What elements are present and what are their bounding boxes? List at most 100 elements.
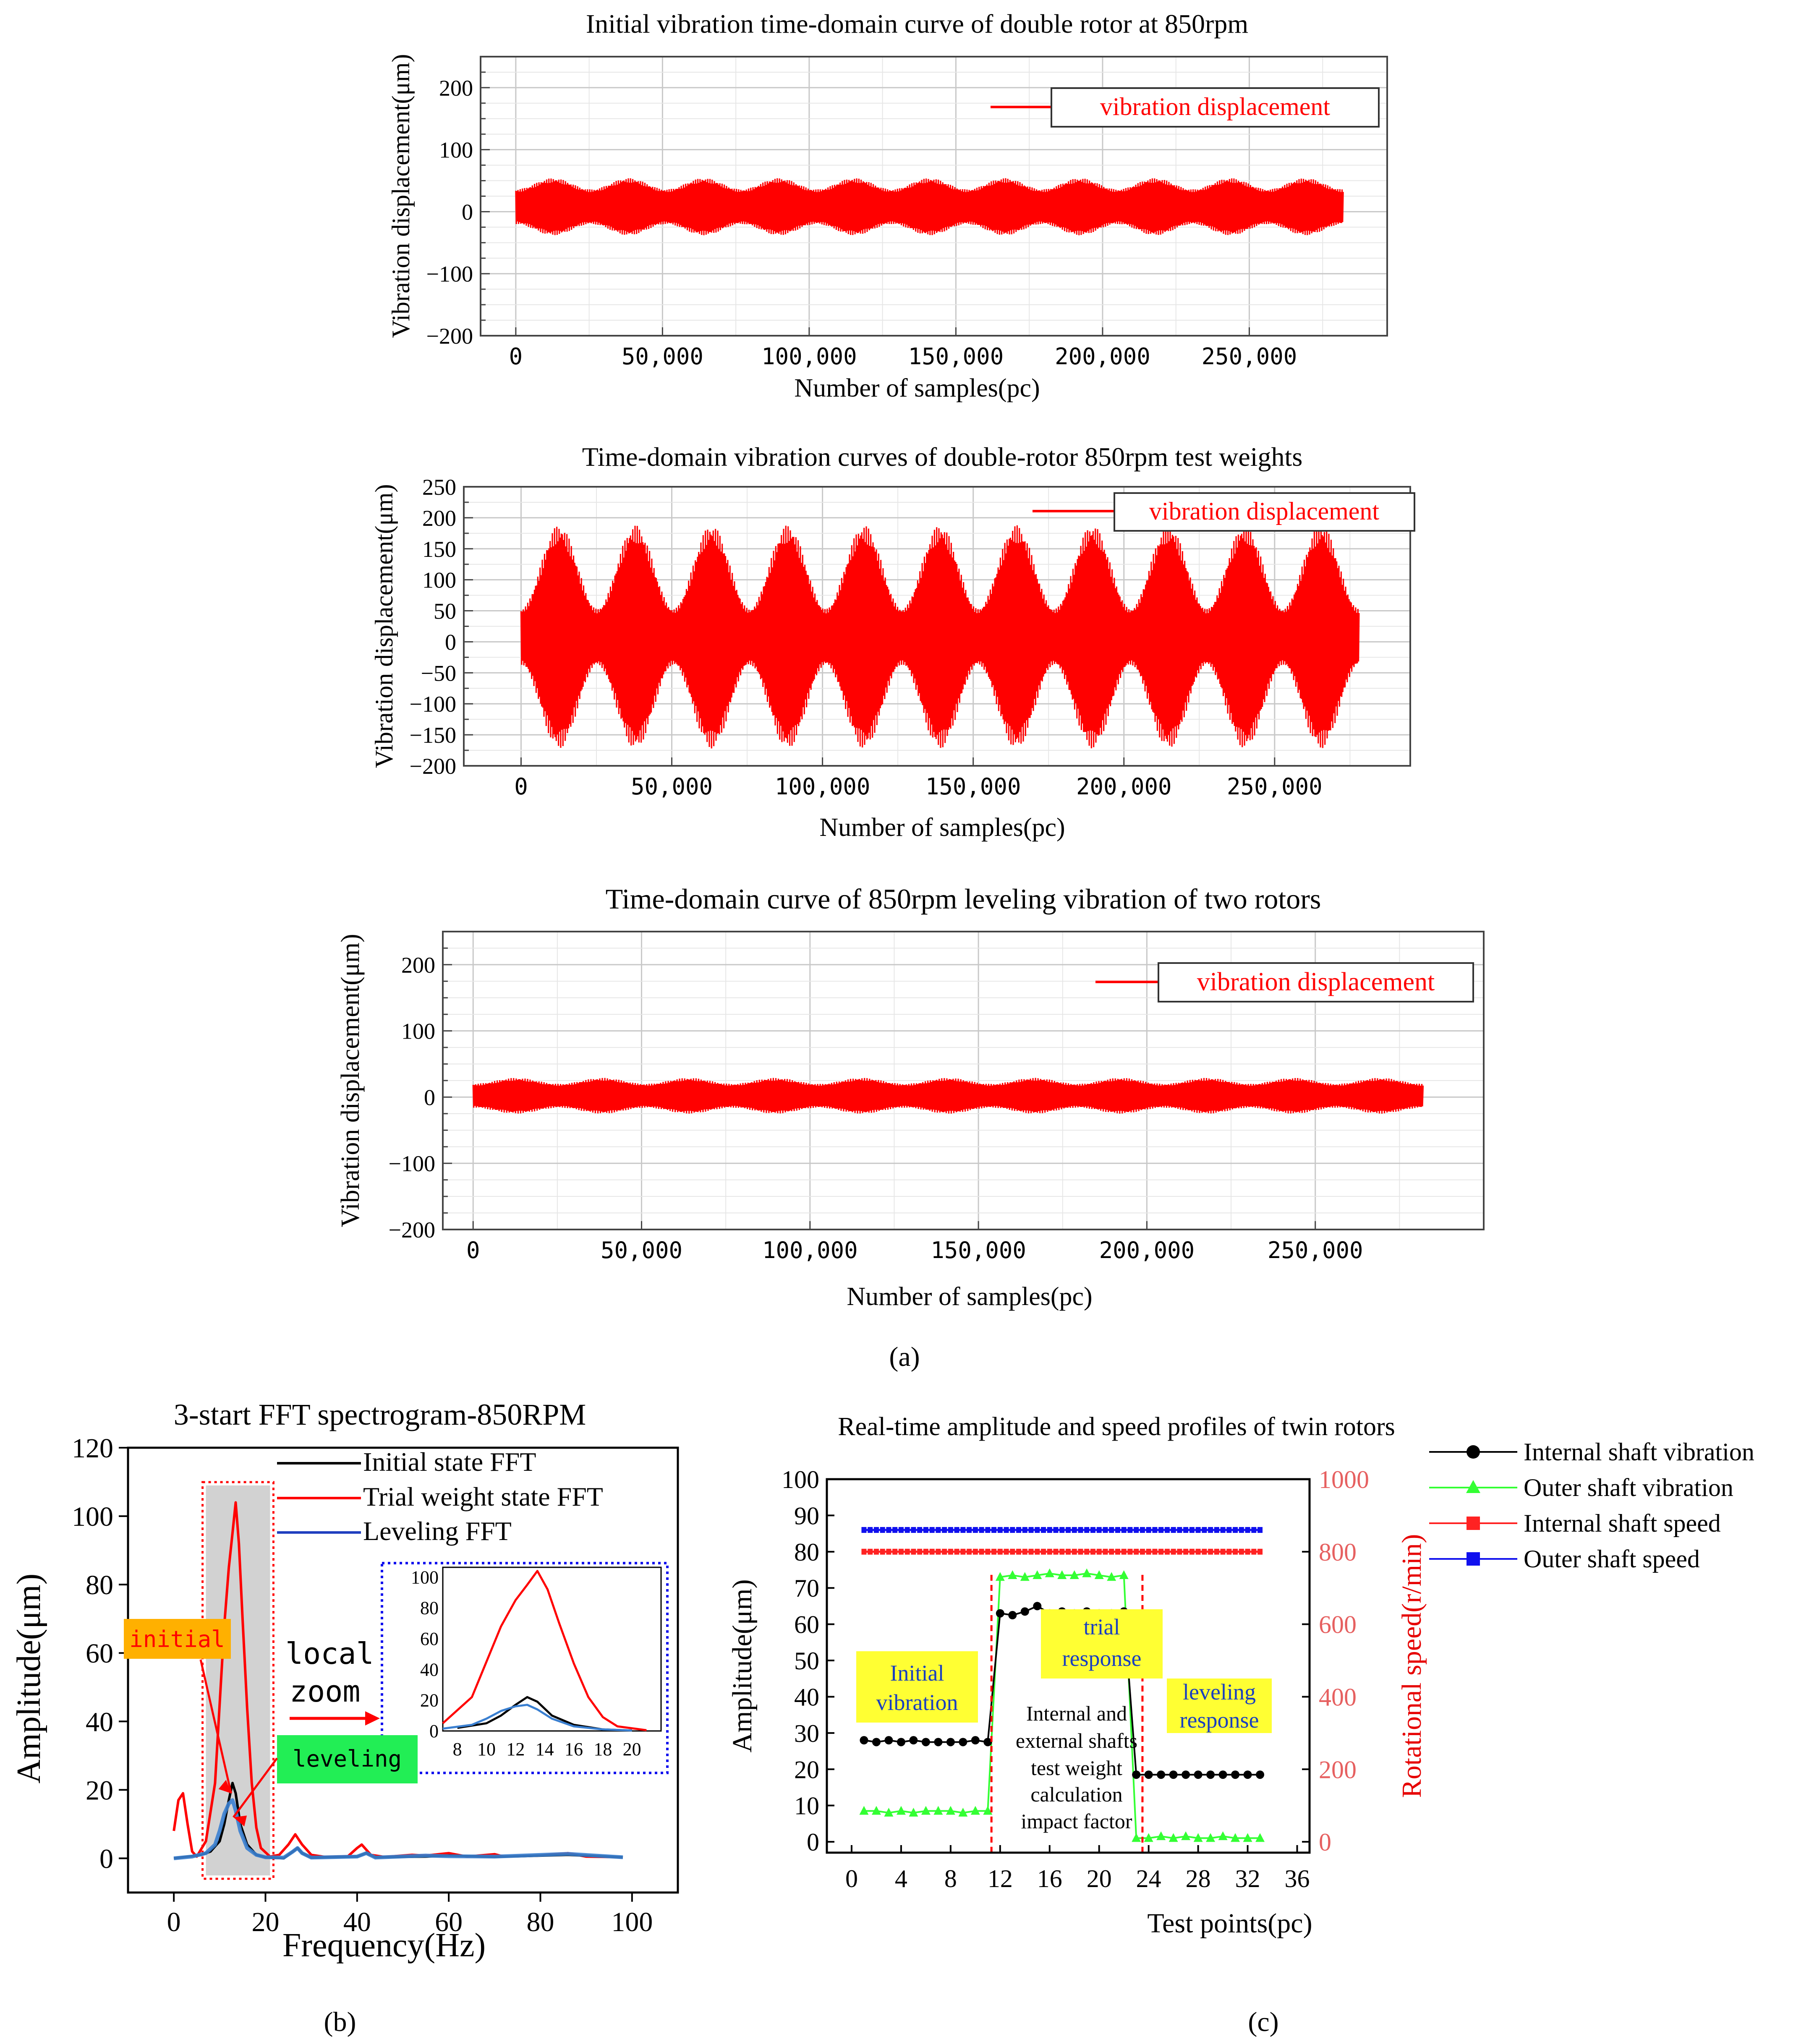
y-tick-label: 10 [794,1792,819,1820]
speed-marker [1035,1548,1040,1555]
x-axis-label: Frequency(Hz) [282,1927,486,1964]
plot-frame [127,1446,679,1894]
x-tick-label: 250,000 [1227,773,1323,800]
speed-marker [923,1548,928,1555]
data-point-internal-vibration [921,1738,930,1746]
speed-marker [892,1548,898,1555]
x-tick-label: 100,000 [761,343,857,370]
data-point-outer-vibration [1169,1833,1178,1842]
speed-marker [1078,1548,1083,1555]
y-tick-label: 50 [794,1647,819,1675]
speed-marker [1115,1527,1120,1533]
initial-label: initial [129,1626,225,1652]
speed-marker [880,1527,885,1533]
speed-marker [1103,1548,1108,1555]
data-point-internal-vibration [1206,1770,1215,1779]
y-tick-label: 60 [794,1611,819,1639]
legend-marker [1467,1445,1480,1459]
speed-marker [972,1548,978,1555]
speed-marker [1239,1527,1244,1533]
speed-marker [1121,1548,1127,1555]
data-point-outer-vibration [958,1807,968,1817]
speed-marker [1214,1527,1219,1533]
speed-marker [985,1527,991,1533]
speed-marker [1047,1527,1052,1533]
speed-marker [1084,1548,1090,1555]
speed-marker [1208,1527,1213,1533]
speed-marker [1208,1548,1213,1555]
speed-marker [1220,1527,1226,1533]
y-right-tick-label: 600 [1319,1611,1357,1639]
speed-marker [1146,1548,1151,1555]
impact-factor-note-line: Internal and [1026,1702,1127,1725]
data-point-internal-vibration [1132,1770,1141,1779]
y-tick-label: 0 [445,629,456,655]
data-point-outer-vibration [1218,1831,1228,1840]
legend: vibration displacement [991,87,1380,128]
y-tick-label: 30 [794,1720,819,1747]
data-point-outer-vibration [1181,1831,1191,1840]
speed-marker [936,1527,941,1533]
y-tick-label: 0 [807,1828,819,1856]
data-point-internal-vibration [909,1736,918,1745]
legend-box [1114,492,1415,532]
data-point-outer-vibration [1033,1570,1042,1579]
x-tick-label: 20 [1087,1865,1112,1893]
inset-dashed-box [381,1562,669,1774]
initial-vibration-box [856,1651,978,1723]
speed-marker [1146,1527,1151,1533]
plot-frame [463,486,1411,767]
x-tick-label: 36 [1285,1865,1310,1893]
speed-marker [967,1527,972,1533]
y-tick-label: 60 [86,1638,113,1669]
inset-x-tick-label: 12 [506,1739,525,1759]
speed-marker [1053,1527,1059,1533]
x-tick-label: 40 [343,1907,371,1937]
speed-marker [868,1527,873,1533]
speed-marker [1152,1548,1158,1555]
speed-marker [904,1548,910,1555]
speed-marker [1010,1527,1015,1533]
speed-marker [1183,1527,1189,1533]
impact-factor-note-line: external shafts [1016,1729,1137,1752]
data-point-outer-vibration [983,1806,993,1815]
data-point-internal-vibration [1008,1611,1017,1620]
y-tick-label: 200 [401,953,435,978]
speed-marker [1127,1548,1133,1555]
legend: Internal shaft vibration Outer shaft vibr… [1429,1438,1754,1573]
leveling-response-box [1167,1679,1272,1733]
speed-marker [1171,1527,1176,1533]
x-tick-label: 0 [509,343,523,370]
x-axis-label: Number of samples(pc) [819,813,1065,842]
speed-marker [1189,1527,1195,1533]
speed-marker [985,1548,991,1555]
speed-marker [1041,1548,1046,1555]
speed-marker [1152,1527,1158,1533]
legend-label: vibration displacement [1149,497,1380,525]
x-tick-label: 50,000 [631,773,713,800]
y-tick-label: 80 [86,1570,113,1600]
caption-c: (c) [1248,2007,1278,2037]
y-tick-label: 100 [72,1501,113,1532]
data-point-outer-vibration [1206,1833,1216,1842]
speed-marker [1090,1527,1095,1533]
speed-marker [1158,1548,1164,1555]
inset-series-trial-weight-state-fft [442,1570,647,1731]
speed-marker [1127,1527,1133,1533]
speed-marker [960,1527,966,1533]
inset-y-tick-label: 0 [429,1721,439,1741]
chart-title: Time-domain curve of 850rpm leveling vib… [606,883,1321,915]
speed-marker [1245,1527,1250,1533]
speed-marker [1004,1548,1009,1555]
speed-marker [1140,1548,1145,1555]
data-point-internal-vibration [1218,1770,1227,1779]
y-tick-label: 40 [794,1683,819,1711]
tick-labels: 0 50,000 100,000 150,000 200,000 250,000 −200 −… [389,953,1363,1263]
chart-initial-vibration: 0 50,000 100,000 150,000 200,000 250,000 −200 −… [387,9,1388,402]
speed-marker [991,1548,997,1555]
inset-y-tick-label: 100 [411,1567,439,1587]
data-point-internal-vibration [1169,1770,1178,1779]
speed-marker [1096,1527,1102,1533]
x-tick-label: 12 [988,1865,1013,1893]
x-tick-label: 250,000 [1202,343,1297,370]
